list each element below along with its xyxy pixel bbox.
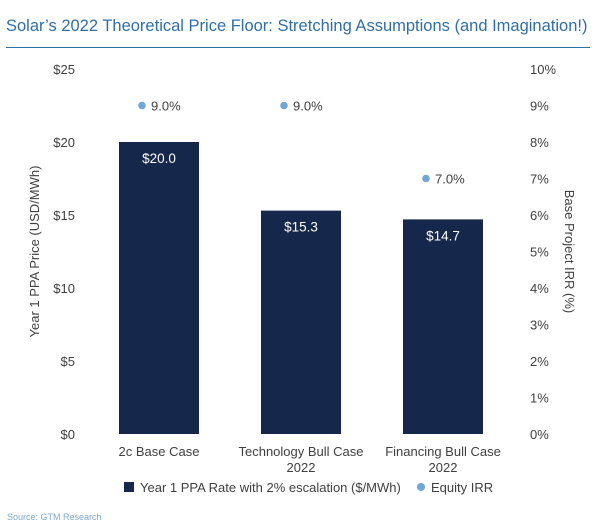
irr-value-label: 7.0%: [435, 172, 465, 187]
left-axis-tick-label: $10: [53, 281, 75, 296]
left-axis-tick-label: $25: [53, 62, 75, 77]
irr-value-label: 9.0%: [151, 99, 181, 114]
right-axis-tick-label: 1%: [530, 391, 549, 406]
left-axis-tick-label: $5: [61, 354, 75, 369]
right-axis-tick-label: 7%: [530, 172, 549, 187]
irr-point: [280, 101, 288, 110]
irr-point: [422, 174, 430, 183]
right-axis-tick-label: 0%: [530, 427, 549, 442]
right-axis-tick-label: 2%: [530, 354, 549, 369]
legend-bar-swatch: [124, 482, 134, 492]
bar: [261, 210, 341, 434]
left-axis-tick-label: $15: [53, 208, 75, 223]
bar: [403, 219, 483, 434]
category-label: Financing Bull Case: [385, 444, 501, 459]
category-label: 2022: [429, 460, 458, 475]
right-axis-tick-label: 8%: [530, 135, 549, 150]
irr-point: [138, 101, 146, 110]
legend-dot-swatch: [417, 483, 425, 491]
bar-value-label: $20.0: [142, 151, 176, 166]
right-axis-tick-label: 9%: [530, 99, 549, 114]
right-axis-tick-label: 4%: [530, 281, 549, 296]
legend-dot-label: Equity IRR: [431, 480, 493, 495]
right-axis-title: Base Project IRR (%): [562, 190, 577, 314]
title-underline: [6, 47, 590, 48]
bar-value-label: $15.3: [284, 220, 318, 235]
right-axis-tick-label: 3%: [530, 318, 549, 333]
chart-title: Solar’s 2022 Theoretical Price Floor: St…: [6, 17, 588, 35]
left-axis-title: Year 1 PPA Price (USD/MWh): [27, 166, 42, 338]
category-label: 2c Base Case: [119, 444, 200, 459]
bar: [119, 142, 199, 434]
category-label: 2022: [287, 460, 316, 475]
bar-value-label: $14.7: [426, 228, 460, 243]
legend-bar-label: Year 1 PPA Rate with 2% escalation ($/MW…: [140, 480, 401, 495]
source-note: Source: GTM Research: [7, 512, 102, 522]
category-label: Technology Bull Case: [238, 444, 363, 459]
irr-value-label: 9.0%: [293, 99, 323, 114]
right-axis-tick-label: 6%: [530, 208, 549, 223]
left-axis-tick-label: $0: [61, 427, 75, 442]
left-axis-tick-label: $20: [53, 135, 75, 150]
right-axis-tick-label: 5%: [530, 245, 549, 260]
right-axis-tick-label: 10%: [530, 62, 556, 77]
